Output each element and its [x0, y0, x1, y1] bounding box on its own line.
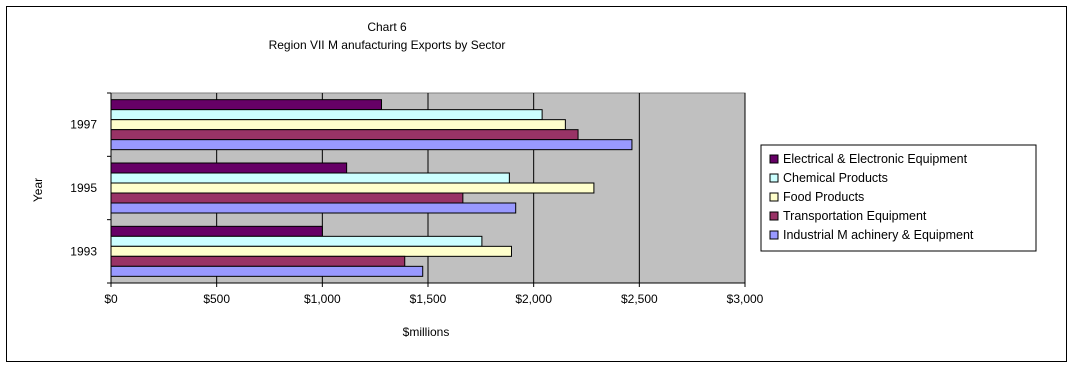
x-tick-label: $500 — [203, 292, 230, 306]
bar-1993-1 — [110, 225, 323, 237]
chart-svg: Chart 6 Region VII M anufacturing Export… — [31, 20, 1037, 339]
x-tick-label: $3,000 — [727, 292, 764, 306]
y-tick-label: 1997 — [70, 118, 97, 132]
y-axis-title: Year — [31, 178, 45, 202]
legend-swatch — [769, 154, 779, 164]
bar-1993-5 — [110, 265, 424, 277]
x-tick-label: $2,000 — [515, 292, 552, 306]
plot-area — [110, 92, 746, 284]
bar-1995-3 — [110, 182, 595, 194]
bar-1997-5 — [110, 139, 633, 151]
legend-label: Electrical & Electronic Equipment — [783, 152, 968, 166]
bar-1995-1 — [110, 162, 348, 174]
chart-frame: Chart 6 Region VII M anufacturing Export… — [6, 6, 1067, 362]
x-tick-label: $1,000 — [304, 292, 341, 306]
bar-1997-1 — [110, 99, 383, 111]
legend: Electrical & Electronic Equipment Chemica… — [760, 144, 1037, 252]
bar-1993-4 — [110, 255, 406, 267]
bar-1997-4 — [110, 129, 579, 141]
legend-swatch — [769, 211, 779, 221]
x-tick-label: $1,500 — [410, 292, 447, 306]
x-tick-label: $2,500 — [621, 292, 658, 306]
legend-label: Food Products — [783, 190, 864, 204]
bar-1995-5 — [110, 202, 517, 214]
bar-1993-3 — [110, 245, 512, 257]
x-tick-label: $0 — [104, 292, 118, 306]
legend-label: Transportation Equipment — [783, 209, 927, 223]
x-axis-ticks: $0 $500 $1,000 $1,500 $2,000 $2,500 $3,000 — [104, 283, 764, 306]
bar-1997-2 — [110, 109, 543, 121]
legend-swatch — [769, 173, 779, 183]
y-axis-ticks: 1997 1995 1993 — [70, 92, 111, 284]
chart-subtitle: Region VII M anufacturing Exports by Sec… — [269, 38, 506, 52]
legend-label: Chemical Products — [783, 171, 888, 185]
y-tick-label: 1993 — [70, 244, 97, 258]
chart-title: Chart 6 — [367, 20, 407, 34]
bar-1995-2 — [110, 172, 510, 184]
x-axis-title: $millions — [403, 325, 450, 339]
legend-label: Industrial M achinery & Equipment — [783, 228, 974, 242]
legend-swatch — [769, 192, 779, 202]
legend-swatch — [769, 230, 779, 240]
y-tick-label: 1995 — [70, 181, 97, 195]
bar-1993-2 — [110, 235, 483, 247]
bar-1995-4 — [110, 192, 464, 204]
legend-box — [760, 144, 1037, 252]
bar-1997-3 — [110, 119, 566, 131]
